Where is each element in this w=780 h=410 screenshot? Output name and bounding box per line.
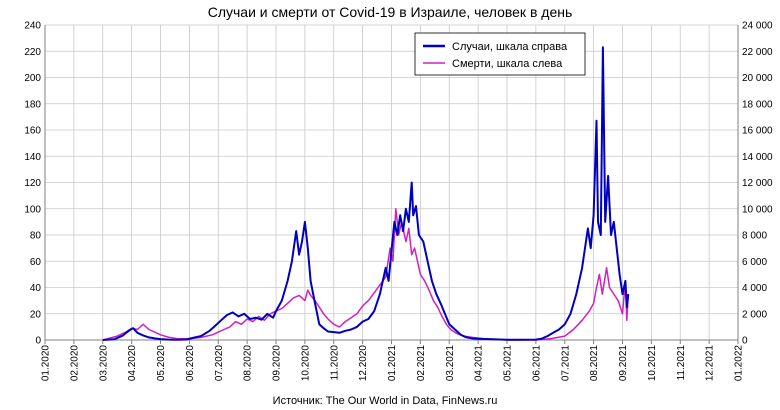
x-tick-label: 10.2021 bbox=[647, 345, 658, 382]
x-tick-label: 11.2021 bbox=[676, 345, 687, 381]
y-left-tick-label: 40 bbox=[30, 283, 42, 294]
y-left-tick-label: 160 bbox=[24, 126, 41, 137]
x-tick-label: 08.2020 bbox=[243, 345, 254, 382]
y-right-tick-label: 24 000 bbox=[742, 21, 773, 32]
y-right-tick-label: 16 000 bbox=[742, 126, 773, 137]
series-line-cases bbox=[102, 46, 630, 341]
y-left-tick-label: 0 bbox=[35, 336, 41, 347]
x-tick-label: 09.2021 bbox=[618, 345, 629, 382]
y-right-tick-label: 0 bbox=[742, 336, 748, 347]
x-tick-label: 05.2021 bbox=[503, 345, 514, 382]
chart-title: Случаи и смерти от Covid-19 в Израиле, ч… bbox=[208, 4, 573, 20]
y-right-tick-label: 2 000 bbox=[742, 309, 767, 320]
y-left-tick-label: 220 bbox=[24, 47, 41, 58]
x-tick-label: 08.2021 bbox=[589, 345, 600, 382]
y-right-tick-label: 6 000 bbox=[742, 257, 767, 268]
y-right-tick-label: 10 000 bbox=[742, 204, 773, 215]
y-right-tick-label: 14 000 bbox=[742, 152, 773, 163]
x-tick-label: 03.2020 bbox=[98, 345, 109, 382]
x-tick-label: 01.2020 bbox=[41, 345, 52, 382]
x-tick-label: 09.2020 bbox=[272, 345, 283, 382]
axes: 0 20 40 60 80 100 120 140 160 180 200 220 240 0 2 000 4… bbox=[24, 21, 773, 382]
y-left-tick-label: 240 bbox=[24, 21, 41, 32]
y-right-tick-label: 18 000 bbox=[742, 99, 773, 110]
x-tick-label: 05.2020 bbox=[156, 345, 167, 382]
x-tick-label: 04.2021 bbox=[474, 345, 485, 382]
x-tick-label: 12.2020 bbox=[358, 345, 369, 382]
y-left-tick-label: 60 bbox=[30, 257, 42, 268]
y-left-tick-label: 140 bbox=[24, 152, 41, 163]
x-tick-label: 06.2021 bbox=[531, 345, 542, 382]
x-tick-label: 03.2021 bbox=[445, 345, 456, 382]
legend-box bbox=[414, 32, 586, 76]
y-right-tick-label: 22 000 bbox=[742, 47, 773, 58]
y-left-tick-label: 200 bbox=[24, 73, 41, 84]
y-right-tick-label: 12 000 bbox=[742, 178, 773, 189]
y-right-tick-label: 8 000 bbox=[742, 231, 767, 242]
x-tick-label: 04.2020 bbox=[127, 345, 138, 382]
x-tick-label: 11.2020 bbox=[329, 345, 340, 381]
y-left-tick-label: 180 bbox=[24, 99, 41, 110]
x-tick-label: 07.2020 bbox=[214, 345, 225, 382]
x-tick-label: 02.2020 bbox=[69, 345, 80, 382]
x-tick-label: 06.2020 bbox=[185, 345, 196, 382]
x-tick-label: 12.2021 bbox=[705, 345, 716, 382]
y-left-tick-label: 120 bbox=[24, 178, 41, 189]
x-tick-label: 07.2021 bbox=[560, 345, 571, 382]
y-left-tick-label: 20 bbox=[30, 309, 42, 320]
series-layer bbox=[102, 46, 630, 341]
legend-label-deaths: Смерти, шкала слева bbox=[452, 58, 563, 70]
chart-source: Источник: The Our World in Data, FinNews… bbox=[273, 395, 498, 407]
legend: Случаи, шкала справа Смерти, шкала слева bbox=[414, 32, 586, 76]
y-left-tick-label: 100 bbox=[24, 204, 41, 215]
y-left-tick-label: 80 bbox=[30, 231, 42, 242]
x-tick-label: 01.2021 bbox=[387, 345, 398, 382]
grid bbox=[44, 24, 739, 341]
legend-label-cases: Случаи, шкала справа bbox=[452, 41, 568, 53]
y-right-tick-label: 20 000 bbox=[742, 73, 773, 84]
y-right-tick-label: 4 000 bbox=[742, 283, 767, 294]
x-tick-label: 02.2021 bbox=[416, 345, 427, 382]
series-line-deaths bbox=[102, 208, 630, 341]
x-tick-label: 01.2022 bbox=[734, 345, 745, 382]
x-tick-label: 10.2020 bbox=[300, 345, 311, 382]
